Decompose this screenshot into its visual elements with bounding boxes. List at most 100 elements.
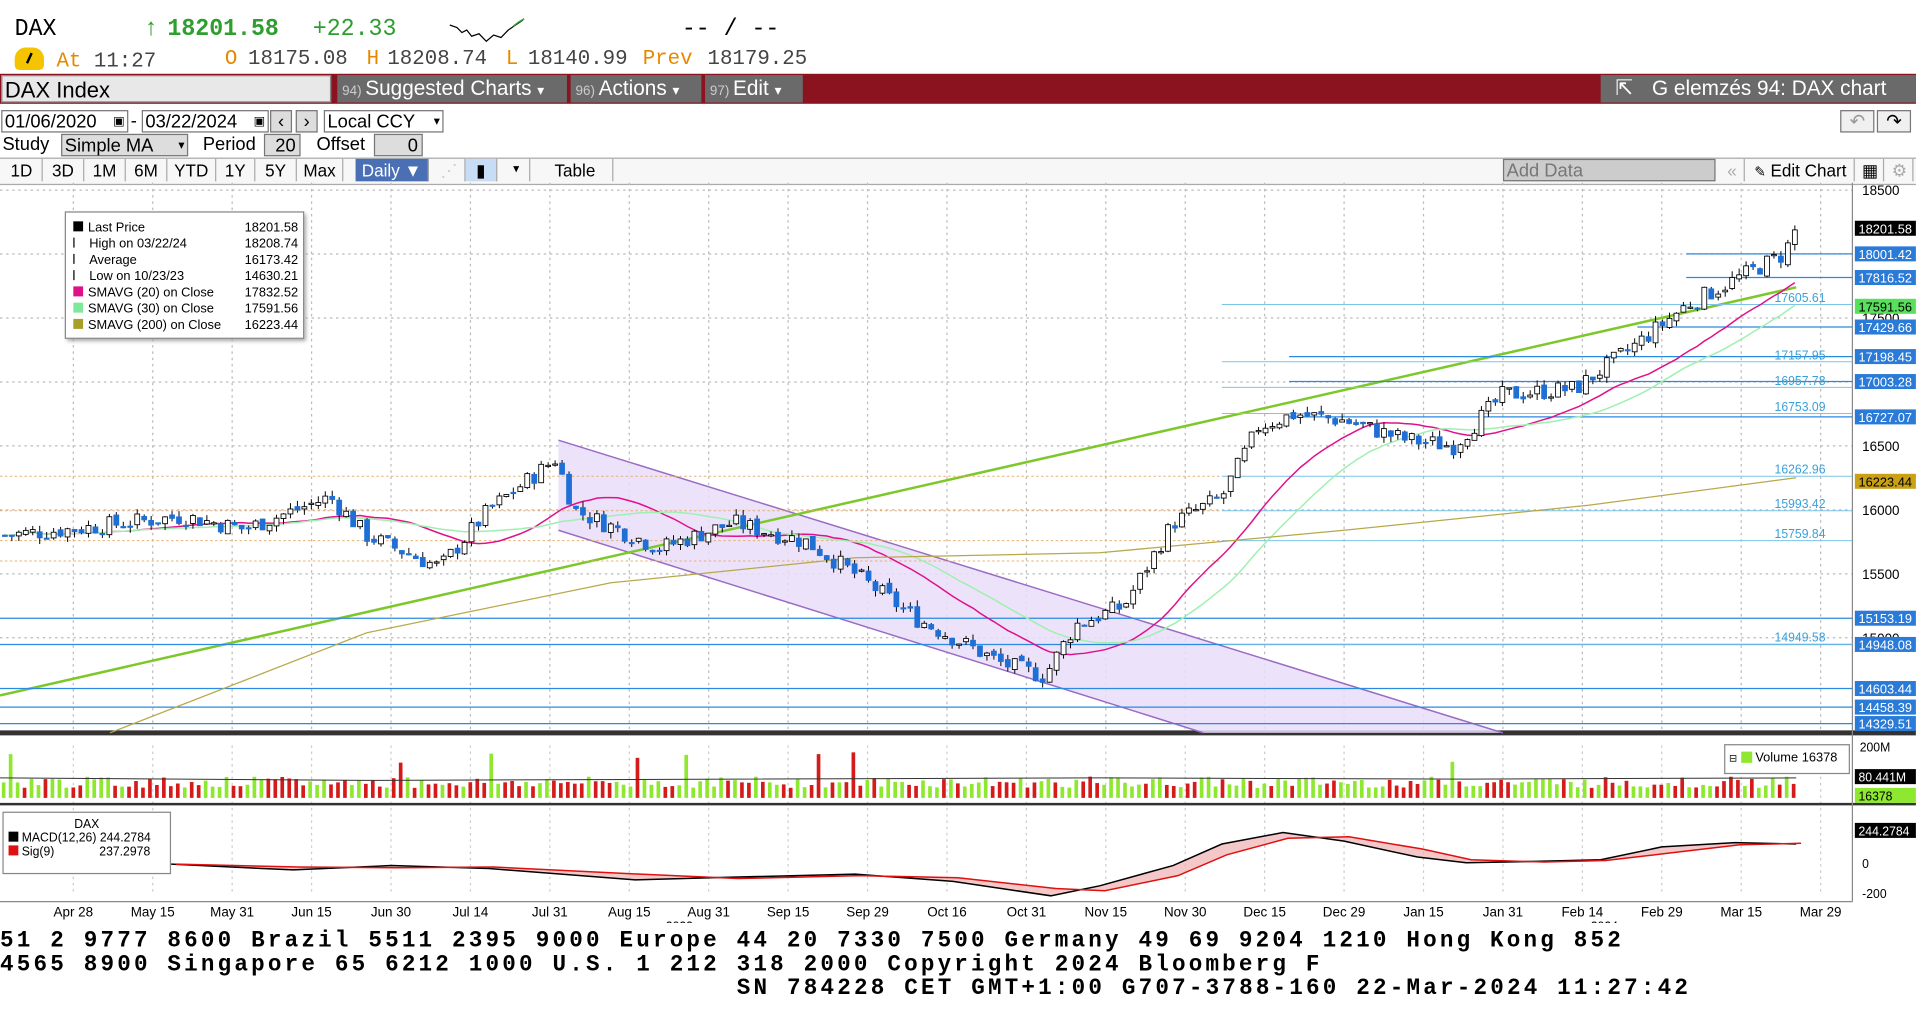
end-date-input[interactable]: 03/22/2024 ▣ bbox=[141, 110, 269, 133]
menu-number: 96) bbox=[575, 83, 595, 99]
currency-select[interactable]: Local CCY ▾ bbox=[323, 110, 444, 133]
actions-button[interactable]: 96) Actions ▾ bbox=[570, 75, 702, 103]
candle bbox=[1151, 551, 1157, 570]
volume-bar bbox=[1074, 779, 1079, 798]
collapse-icon[interactable]: ⊟ bbox=[1728, 752, 1738, 765]
range-6m-button[interactable]: 6M bbox=[126, 158, 168, 182]
range-5y-button[interactable]: 5Y bbox=[255, 158, 297, 182]
candle bbox=[64, 528, 71, 538]
volume-bar bbox=[134, 781, 138, 798]
price-tag-text: 14329.51 bbox=[1859, 716, 1912, 731]
volume-bar bbox=[405, 777, 410, 798]
price-tag bbox=[1854, 220, 1916, 236]
redo-icon[interactable]: ↷ bbox=[1876, 110, 1912, 133]
x-tick-label: Jan 31 bbox=[1483, 905, 1523, 920]
next-period-button[interactable]: › bbox=[295, 110, 318, 133]
popout-icon[interactable]: ⇱ bbox=[1615, 76, 1633, 101]
range-3d-button[interactable]: 3D bbox=[43, 158, 85, 182]
security-input[interactable]: DAX Index bbox=[1, 75, 332, 103]
volume-bar bbox=[343, 780, 347, 798]
range-ytd-button[interactable]: YTD bbox=[167, 158, 217, 182]
candle bbox=[1269, 426, 1276, 429]
volume-bar bbox=[1471, 785, 1476, 798]
candle bbox=[1596, 374, 1603, 379]
line-style-icon[interactable]: ⋰ bbox=[434, 158, 466, 182]
volume-bar bbox=[740, 782, 744, 798]
prev-period-button[interactable]: ‹ bbox=[270, 110, 293, 133]
volume-bar bbox=[579, 783, 584, 798]
legend-swatch bbox=[73, 318, 84, 329]
edit-button[interactable]: 97) Edit ▾ bbox=[705, 75, 803, 103]
price-tag bbox=[1854, 374, 1916, 390]
candle bbox=[1304, 412, 1311, 417]
fib-label: 15759.84 bbox=[1775, 527, 1826, 541]
volume-bar bbox=[1791, 783, 1796, 798]
period-input[interactable]: 20 bbox=[263, 133, 301, 157]
candle bbox=[642, 539, 649, 550]
volume-bar bbox=[1492, 782, 1496, 798]
sma30-line bbox=[4, 304, 1796, 644]
candle bbox=[705, 532, 712, 543]
macd-value: 244.2784 bbox=[99, 831, 151, 846]
range-1d-button[interactable]: 1D bbox=[1, 158, 43, 182]
collapse-icon[interactable]: « bbox=[1720, 158, 1745, 182]
volume-bar bbox=[461, 786, 466, 798]
range-max-button[interactable]: Max bbox=[297, 158, 344, 182]
volume-bar bbox=[795, 779, 800, 798]
chart-title-bar[interactable]: ⇱ G elemzés 94: DAX chart bbox=[1600, 75, 1916, 103]
calendar-icon[interactable]: ▣ bbox=[253, 115, 266, 129]
volume-bar bbox=[78, 785, 83, 798]
footer-line-1: 51 2 9777 8600 Brazil 5511 2395 9000 Eur… bbox=[0, 927, 1625, 955]
candle bbox=[1074, 622, 1081, 641]
volume-bar bbox=[781, 784, 786, 798]
candle bbox=[837, 555, 844, 570]
candle bbox=[399, 550, 405, 555]
undo-icon[interactable]: ↶ bbox=[1840, 110, 1875, 133]
candle bbox=[1220, 493, 1227, 499]
price-tag-text: 17198.45 bbox=[1859, 349, 1912, 364]
candle bbox=[510, 491, 517, 495]
chevron-down-icon[interactable]: ▾ bbox=[503, 158, 531, 182]
legend[interactable]: Last Price 18201.58 High on 03/22/24 18208.… bbox=[64, 211, 305, 339]
offset-input[interactable]: 0 bbox=[373, 133, 423, 157]
start-date-input[interactable]: 01/06/2020 ▣ bbox=[1, 110, 129, 133]
volume-bar bbox=[412, 787, 417, 798]
volume-bar bbox=[231, 785, 236, 798]
range-1m-button[interactable]: 1M bbox=[84, 158, 126, 182]
candle bbox=[614, 525, 621, 529]
macd-legend-title: DAX bbox=[74, 817, 100, 832]
candle-style-icon[interactable]: ▮ bbox=[465, 158, 498, 182]
candle bbox=[1394, 430, 1401, 436]
signal-line bbox=[175, 836, 1802, 892]
add-data-input[interactable]: Add Data bbox=[1502, 158, 1716, 182]
candle bbox=[1032, 667, 1039, 682]
chart-area[interactable]: 17605.61 17157.95 16957.78 16753.09 16262.96… bbox=[0, 182, 1916, 923]
volume-bar bbox=[1178, 787, 1183, 798]
legend-row: SMAVG (20) on Close 17832.52 bbox=[73, 285, 298, 301]
frequency-select[interactable]: Daily ▼ bbox=[355, 158, 429, 182]
legend-value: 16223.44 bbox=[244, 317, 299, 333]
edit-chart-button[interactable]: ✎ Edit Chart bbox=[1747, 158, 1855, 182]
volume-bar bbox=[1457, 781, 1462, 798]
calendar-icon[interactable]: ▣ bbox=[113, 115, 125, 129]
volume-bar bbox=[844, 782, 849, 798]
range-1y-button[interactable]: 1Y bbox=[216, 158, 256, 182]
candle bbox=[1276, 423, 1283, 429]
candle bbox=[1555, 382, 1561, 398]
gear-icon[interactable]: ⚙ bbox=[1887, 158, 1914, 182]
study-select[interactable]: Simple MA ▾ bbox=[61, 133, 189, 157]
volume-bar bbox=[1736, 779, 1740, 798]
volume-bar bbox=[1137, 784, 1141, 798]
volume-bar bbox=[1561, 779, 1566, 798]
table-button[interactable]: Table bbox=[538, 158, 614, 182]
macd-swatch bbox=[8, 831, 19, 842]
volume-bar bbox=[1631, 786, 1636, 798]
candle bbox=[1060, 641, 1067, 656]
candle bbox=[1757, 268, 1763, 275]
legend-row: SMAVG (200) on Close 16223.44 bbox=[73, 318, 298, 334]
suggested-charts-button[interactable]: 94) Suggested Charts ▾ bbox=[337, 75, 567, 103]
candle bbox=[120, 526, 127, 529]
chart-settings-icon[interactable]: ▦ bbox=[1857, 158, 1885, 182]
volume-bar bbox=[677, 785, 682, 798]
candle bbox=[454, 547, 461, 554]
